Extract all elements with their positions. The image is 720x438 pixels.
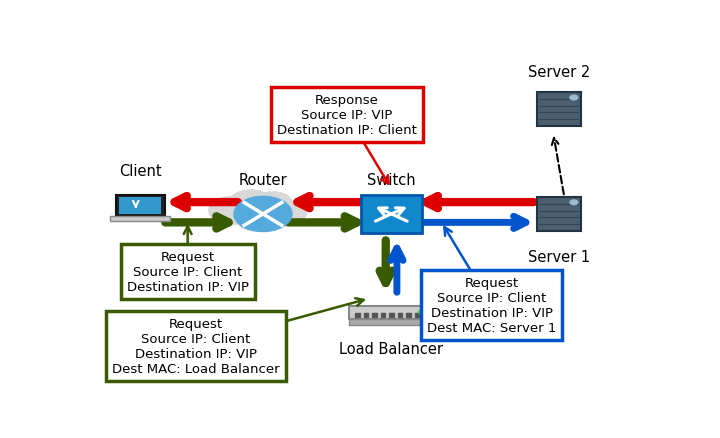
Text: Load Balancer: Load Balancer bbox=[339, 341, 444, 356]
Circle shape bbox=[570, 96, 577, 101]
Text: Request
Source IP: Client
Destination IP: VIP: Request Source IP: Client Destination IP… bbox=[127, 251, 248, 293]
FancyBboxPatch shape bbox=[119, 198, 161, 215]
Bar bbox=[415, 313, 419, 317]
FancyBboxPatch shape bbox=[537, 198, 580, 231]
Circle shape bbox=[209, 197, 256, 225]
Circle shape bbox=[238, 211, 271, 231]
Bar bbox=[372, 313, 377, 317]
FancyBboxPatch shape bbox=[349, 319, 433, 325]
Circle shape bbox=[253, 193, 292, 216]
FancyBboxPatch shape bbox=[110, 216, 170, 221]
FancyBboxPatch shape bbox=[349, 306, 433, 319]
Bar bbox=[364, 313, 368, 317]
Bar bbox=[390, 313, 394, 317]
Text: Client: Client bbox=[119, 164, 161, 179]
FancyBboxPatch shape bbox=[116, 196, 165, 216]
FancyBboxPatch shape bbox=[537, 93, 580, 127]
Bar bbox=[397, 313, 402, 317]
Text: Server 1: Server 1 bbox=[528, 250, 590, 265]
Bar bbox=[423, 313, 428, 317]
Circle shape bbox=[230, 191, 272, 216]
Text: Router: Router bbox=[238, 173, 287, 187]
Circle shape bbox=[570, 201, 577, 205]
Bar bbox=[381, 313, 385, 317]
Text: Switch: Switch bbox=[367, 173, 415, 187]
Text: Server 2: Server 2 bbox=[528, 64, 590, 80]
Text: Response
Source IP: VIP
Destination IP: Client: Response Source IP: VIP Destination IP: … bbox=[276, 93, 417, 136]
Circle shape bbox=[418, 311, 426, 314]
Text: Request
Source IP: Client
Destination IP: VIP
Dest MAC: Server 1: Request Source IP: Client Destination IP… bbox=[427, 276, 557, 335]
Text: Request
Source IP: Client
Destination IP: VIP
Dest MAC: Load Balancer: Request Source IP: Client Destination IP… bbox=[112, 317, 280, 375]
Bar bbox=[406, 313, 410, 317]
Bar bbox=[355, 313, 359, 317]
FancyBboxPatch shape bbox=[361, 196, 422, 233]
Circle shape bbox=[234, 197, 292, 232]
Circle shape bbox=[273, 203, 307, 223]
